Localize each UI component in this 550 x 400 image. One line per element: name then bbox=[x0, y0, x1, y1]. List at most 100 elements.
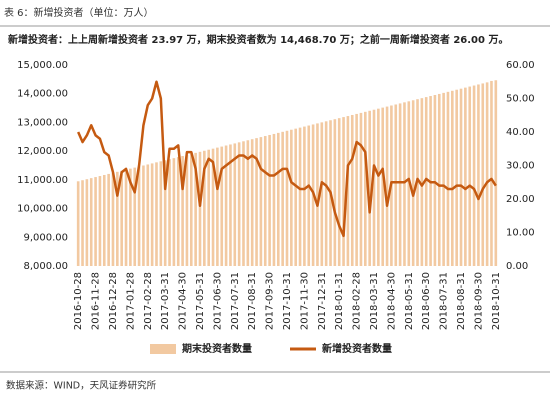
bar bbox=[242, 141, 245, 266]
y-tick-label: 14,000.00 bbox=[17, 89, 68, 100]
source: 数据来源：WIND，天风证券研究所 bbox=[6, 380, 157, 392]
x-tick-label: 2018-10-31 bbox=[491, 272, 502, 330]
bar bbox=[168, 159, 171, 266]
bar bbox=[155, 162, 158, 266]
y2-tick-label: 30.00 bbox=[506, 161, 535, 172]
x-tick-label: 2018-01-31 bbox=[334, 272, 345, 330]
bar bbox=[359, 112, 363, 266]
bar bbox=[442, 92, 445, 267]
bar bbox=[420, 98, 424, 266]
bar bbox=[116, 171, 119, 266]
bar bbox=[85, 179, 89, 266]
bar bbox=[477, 84, 480, 266]
y2-tick-label: 50.00 bbox=[506, 94, 535, 105]
caption: 表 6：新增投资者（单位：万人） bbox=[4, 6, 154, 19]
bar bbox=[424, 97, 428, 266]
bar bbox=[446, 91, 450, 266]
bar bbox=[433, 95, 437, 266]
bar bbox=[189, 153, 193, 266]
bar bbox=[146, 164, 150, 266]
bar bbox=[98, 176, 102, 266]
bar bbox=[385, 106, 389, 267]
bar bbox=[281, 131, 284, 266]
bar bbox=[120, 170, 123, 266]
bar bbox=[107, 173, 110, 266]
bar bbox=[364, 111, 367, 266]
bar bbox=[394, 104, 398, 266]
x-tick-label: 2017-03-31 bbox=[160, 272, 171, 330]
y-tick-label: 15,000.00 bbox=[17, 60, 68, 71]
y2-tick-label: 40.00 bbox=[506, 127, 535, 138]
bar bbox=[181, 156, 184, 266]
x-tick-label: 2017-11-30 bbox=[299, 272, 310, 330]
bar bbox=[337, 118, 341, 266]
bar bbox=[176, 157, 180, 266]
x-tick-label: 2018-03-31 bbox=[369, 272, 380, 330]
bar bbox=[163, 160, 167, 266]
bar bbox=[316, 123, 319, 267]
x-tick-label: 2016-10-28 bbox=[73, 272, 84, 330]
bar bbox=[481, 83, 485, 266]
y-tick-label: 12,000.00 bbox=[17, 146, 68, 157]
bar bbox=[133, 167, 137, 266]
bar bbox=[346, 116, 350, 266]
bar bbox=[472, 85, 476, 266]
bar bbox=[324, 121, 328, 266]
bar bbox=[411, 100, 415, 267]
y2-tick-label: 20.00 bbox=[506, 194, 535, 205]
bar bbox=[94, 177, 97, 266]
x-tick-label: 2018-05-31 bbox=[404, 272, 415, 330]
x-tick-label: 2017-06-30 bbox=[212, 272, 223, 330]
bar bbox=[350, 114, 354, 266]
bar bbox=[342, 117, 345, 267]
bar bbox=[298, 127, 302, 266]
bar bbox=[185, 154, 189, 266]
x-tick-label: 2018-08-31 bbox=[456, 272, 467, 330]
y-tick-label: 8,000.00 bbox=[23, 261, 68, 272]
bar bbox=[250, 139, 254, 266]
line bbox=[77, 80, 497, 238]
bar bbox=[172, 158, 176, 266]
x-tick-label: 2016-11-28 bbox=[91, 272, 102, 330]
bar bbox=[102, 174, 106, 266]
bar bbox=[398, 103, 402, 267]
x-tick-label: 2017-08-31 bbox=[247, 272, 258, 330]
x-tick-label: 2017-10-31 bbox=[282, 272, 293, 330]
bar bbox=[268, 134, 271, 266]
x-tick-label: 2018-04-30 bbox=[386, 272, 397, 330]
bar bbox=[333, 119, 337, 266]
bar bbox=[451, 90, 454, 266]
bar bbox=[207, 149, 210, 266]
x-tick-label: 2018-06-30 bbox=[421, 272, 432, 330]
bar bbox=[272, 133, 276, 266]
y-tick-label: 9,000.00 bbox=[23, 232, 68, 243]
bar bbox=[468, 86, 472, 267]
bar bbox=[142, 165, 145, 266]
bar bbox=[194, 152, 197, 266]
bar bbox=[216, 147, 219, 266]
bar bbox=[276, 132, 280, 266]
y2-tick-label: 10.00 bbox=[506, 228, 535, 239]
legend-label: 新增投资者数量 bbox=[322, 342, 392, 355]
bar bbox=[368, 110, 371, 266]
bar bbox=[320, 122, 324, 266]
bar bbox=[111, 172, 115, 266]
bar bbox=[237, 142, 241, 266]
bar bbox=[381, 107, 385, 266]
bar bbox=[307, 125, 311, 266]
bar bbox=[198, 151, 202, 266]
y-tick-label: 13,000.00 bbox=[17, 117, 68, 128]
x-tick-label: 2018-09-30 bbox=[473, 272, 484, 330]
bar bbox=[372, 109, 376, 267]
bar bbox=[303, 126, 306, 266]
bar bbox=[159, 161, 163, 266]
bar bbox=[485, 82, 489, 266]
bar bbox=[255, 138, 258, 266]
bar bbox=[89, 178, 93, 266]
y-tick-label: 11,000.00 bbox=[17, 175, 68, 186]
bar bbox=[377, 108, 380, 266]
bar bbox=[224, 145, 228, 266]
x-tick-label: 2017-09-30 bbox=[265, 272, 276, 330]
x-tick-label: 2018-02-28 bbox=[352, 272, 363, 330]
